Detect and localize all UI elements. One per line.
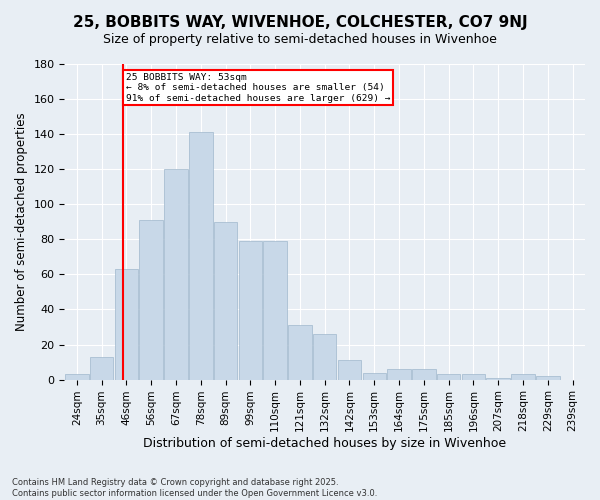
Bar (189, 132, 212, 380)
Bar (139, 220, 163, 380)
Text: 25 BOBBITS WAY: 53sqm
← 8% of semi-detached houses are smaller (54)
91% of semi-: 25 BOBBITS WAY: 53sqm ← 8% of semi-detac… (125, 73, 390, 102)
Bar (387, 369, 411, 380)
Bar (263, 241, 287, 380)
Bar (239, 241, 262, 380)
Bar (90, 357, 113, 380)
Bar (65, 374, 89, 380)
Text: 25, BOBBITS WAY, WIVENHOE, COLCHESTER, CO7 9NJ: 25, BOBBITS WAY, WIVENHOE, COLCHESTER, C… (73, 15, 527, 30)
Bar (115, 269, 138, 380)
Bar (362, 372, 386, 380)
Bar (412, 369, 436, 380)
Bar (536, 376, 560, 380)
Text: Size of property relative to semi-detached houses in Wivenhoe: Size of property relative to semi-detach… (103, 32, 497, 46)
Text: Contains HM Land Registry data © Crown copyright and database right 2025.
Contai: Contains HM Land Registry data © Crown c… (12, 478, 377, 498)
Y-axis label: Number of semi-detached properties: Number of semi-detached properties (15, 112, 28, 331)
Bar (288, 325, 311, 380)
Bar (214, 222, 238, 380)
Bar (164, 169, 188, 380)
X-axis label: Distribution of semi-detached houses by size in Wivenhoe: Distribution of semi-detached houses by … (143, 437, 506, 450)
Bar (338, 360, 361, 380)
Bar (461, 374, 485, 380)
Bar (511, 374, 535, 380)
Bar (437, 374, 460, 380)
Bar (313, 334, 337, 380)
Bar (487, 378, 510, 380)
